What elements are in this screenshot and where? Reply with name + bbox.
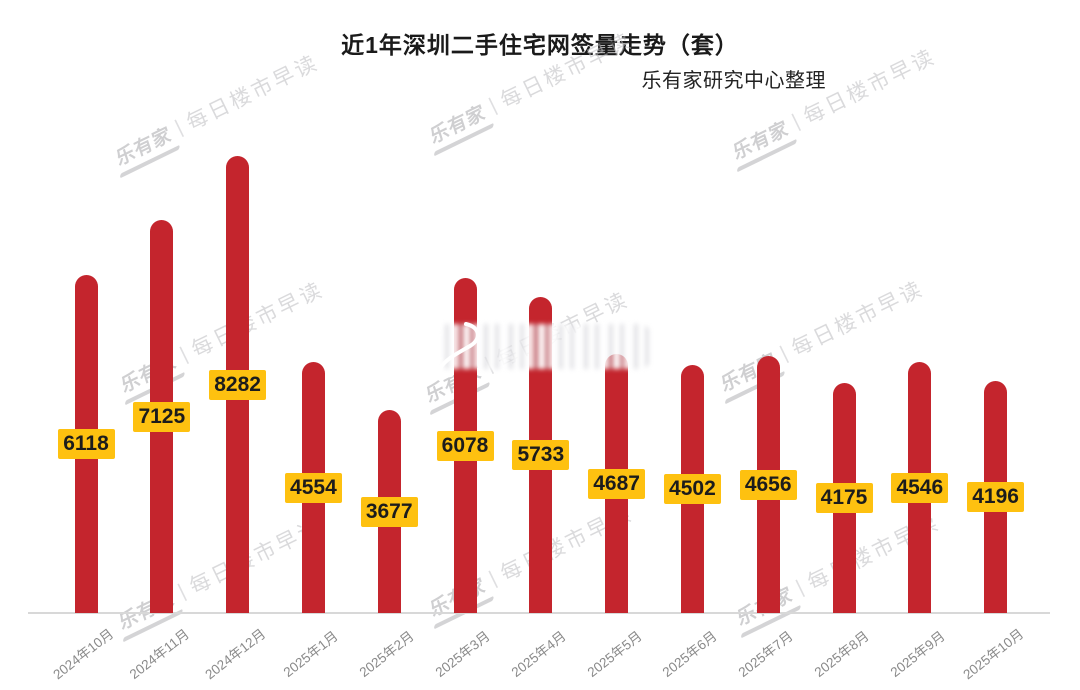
data-label: 5733 — [512, 440, 570, 470]
watermark: 乐有家|每日楼市早读 — [110, 47, 324, 172]
watermark-text: 每日楼市早读 — [188, 278, 328, 362]
x-tick-label: 2025年8月 — [811, 628, 872, 680]
data-label: 8282 — [209, 369, 267, 400]
x-axis-line — [28, 612, 1050, 614]
watermark-separator-icon: | — [788, 109, 803, 132]
watermark-separator-icon: | — [171, 115, 186, 138]
data-label: 4546 — [891, 472, 949, 503]
x-tick-label: 2024年10月 — [50, 626, 117, 683]
watermark-text: 每日楼市早读 — [788, 277, 928, 361]
data-label: 7125 — [133, 401, 191, 432]
x-tick-label: 2025年7月 — [735, 628, 796, 680]
x-tick-label: 2025年5月 — [584, 628, 645, 680]
watermark: 乐有家|每日楼市早读 — [113, 511, 327, 636]
chart-subtitle: 乐有家研究中心整理 — [641, 70, 826, 92]
watermark-separator-icon: | — [485, 566, 500, 589]
smudge-scribble — [438, 322, 480, 378]
leyoujia-logo: 乐有家 — [729, 113, 791, 165]
watermark-separator-icon: | — [485, 93, 500, 116]
data-label: 6078 — [436, 430, 494, 461]
data-label: 4196 — [967, 482, 1025, 512]
data-label: 3677 — [360, 496, 418, 527]
data-label: 4687 — [588, 468, 646, 499]
x-tick-label: 2024年11月 — [126, 626, 192, 682]
smudge-blur — [438, 324, 650, 369]
x-tick-label: 2024年12月 — [201, 626, 268, 683]
watermark-separator-icon: | — [792, 575, 807, 598]
data-label: 4502 — [663, 474, 721, 504]
x-tick-label: 2025年3月 — [432, 628, 493, 680]
watermark-separator-icon: | — [176, 342, 191, 365]
x-tick-label: 2025年6月 — [660, 628, 721, 680]
data-label: 4656 — [739, 469, 797, 500]
data-label: 4175 — [815, 483, 873, 513]
chart-title: 近1年深圳二手住宅网签量走势（套） — [341, 32, 739, 58]
data-label: 4554 — [284, 472, 342, 503]
leyoujia-logo: 乐有家 — [112, 119, 174, 171]
x-tick-label: 2025年4月 — [508, 628, 569, 680]
watermark-separator-icon: | — [174, 579, 189, 602]
x-tick-label: 2025年1月 — [281, 628, 342, 680]
watermark: 乐有家|每日楼市早读 — [715, 273, 929, 398]
watermark-text: 每日楼市早读 — [183, 51, 323, 135]
x-tick-label: 2025年9月 — [887, 628, 948, 680]
x-tick-label: 2025年2月 — [356, 628, 417, 680]
x-tick-label: 2025年10月 — [959, 626, 1026, 683]
leyoujia-logo: 乐有家 — [426, 97, 488, 149]
data-label: 6118 — [57, 429, 115, 459]
